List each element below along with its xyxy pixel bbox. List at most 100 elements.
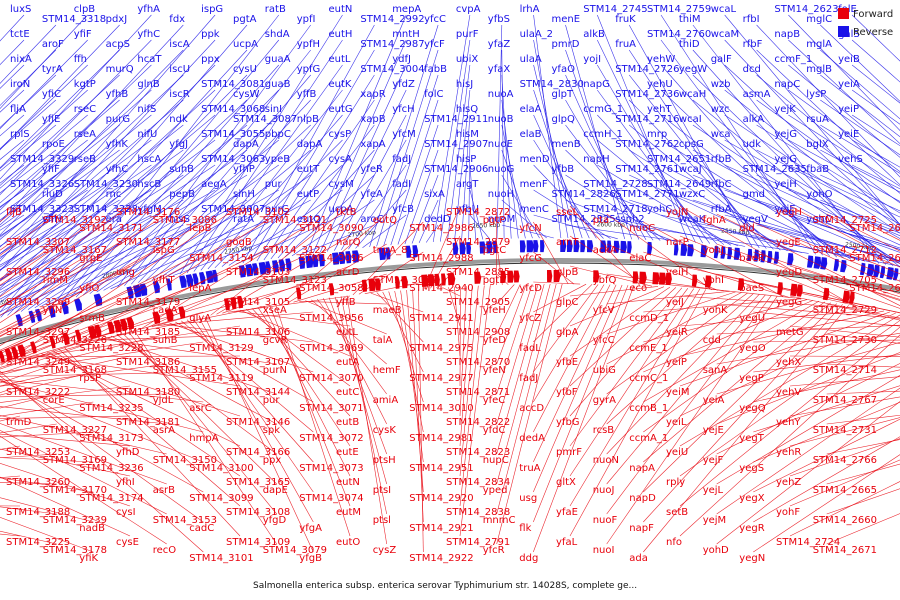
reverse-gene-label: folE	[838, 4, 857, 15]
reverse-gene-arrow	[74, 298, 82, 312]
reverse-gene-arrow	[859, 262, 866, 276]
forward-gene-label: STM14_3166	[226, 447, 290, 458]
reverse-leader-line	[55, 14, 280, 303]
forward-leader-line	[496, 284, 521, 335]
forward-leader-line	[340, 296, 387, 515]
forward-leader-line	[198, 317, 314, 523]
forward-leader-line	[753, 454, 900, 553]
reverse-leader-line	[110, 214, 279, 290]
forward-leader-line	[753, 354, 900, 373]
forward-leader-line	[569, 205, 641, 286]
reverse-leader-line	[629, 224, 809, 254]
reverse-gene-label: mglA	[806, 39, 832, 50]
reverse-gene-label: yfhC	[106, 164, 129, 175]
forward-leader-line	[81, 273, 277, 344]
forward-gene-label: STM14_2981	[409, 433, 473, 444]
forward-gene-label: STM14_2791	[446, 537, 510, 548]
reverse-gene-label: fadJ	[392, 154, 411, 165]
reverse-gene-label: yfbU	[456, 204, 479, 215]
forward-gene-arrow	[639, 271, 647, 284]
forward-leader-line	[826, 513, 900, 545]
forward-gene-label: STM14_3100	[189, 463, 253, 474]
reverse-gene-label: STM14_2760	[647, 29, 711, 40]
forward-leader-line	[0, 221, 94, 286]
reverse-gene-arrow	[566, 240, 573, 253]
forward-gene-label: cdd	[703, 335, 721, 346]
forward-leader-line	[643, 305, 849, 553]
forward-leader-line	[0, 363, 167, 387]
forward-gene-label: STM14_2725	[813, 215, 877, 226]
forward-gene-label: usg	[519, 493, 537, 504]
reverse-gene-label: purF	[456, 29, 479, 40]
reverse-gene-arrow	[298, 256, 306, 269]
forward-leader-line	[454, 286, 461, 357]
reverse-gene-label: napB	[774, 29, 800, 40]
reverse-leader-line	[820, 174, 900, 212]
forward-gene-label: nupC	[483, 455, 509, 466]
forward-gene-arrow	[652, 272, 660, 285]
forward-gene-label: yfeH	[483, 305, 506, 316]
forward-gene-label: baeR	[739, 253, 765, 264]
forward-leader-line	[442, 287, 461, 297]
forward-leader-line	[496, 284, 533, 395]
forward-gene-label: yfcN	[519, 223, 541, 234]
forward-gene-label: gcvR	[263, 335, 288, 346]
reverse-gene-label: nuoA	[488, 89, 514, 100]
reverse-gene-label: galF	[711, 54, 732, 65]
forward-gene-label: yfeD	[483, 335, 507, 346]
forward-leader-line	[533, 284, 599, 373]
reverse-gene-label: elaA	[520, 104, 542, 115]
reverse-gene-label: yfaO	[552, 64, 576, 75]
forward-leader-line	[35, 355, 241, 387]
forward-gene-label: yejM	[703, 515, 726, 526]
reverse-gene-label: wcaI	[679, 114, 702, 125]
forward-leader-line	[533, 284, 605, 403]
reverse-gene-label: ucpA	[329, 204, 354, 215]
forward-gene-label: asrB	[153, 485, 175, 496]
reverse-gene-arrow	[405, 245, 412, 258]
forward-gene-label: nuoI	[593, 545, 615, 556]
reverse-gene-arrow	[152, 280, 160, 294]
forward-gene-label: STM14_3180	[116, 387, 180, 398]
forward-gene-label: yejF	[703, 455, 724, 466]
reverse-leader-line	[0, 49, 248, 318]
forward-leader-line	[569, 286, 659, 297]
reverse-leader-line	[533, 89, 583, 239]
reverse-leader-line	[425, 224, 439, 243]
forward-gene-label: yegD	[776, 267, 802, 278]
forward-gene-label: rimM	[43, 275, 68, 286]
forward-gene-label: ada	[629, 553, 648, 564]
reverse-leader-line	[376, 49, 439, 247]
forward-leader-line	[134, 330, 277, 545]
forward-leader-line	[826, 273, 900, 298]
reverse-leader-line	[0, 39, 88, 130]
forward-gene-label: elaC	[629, 253, 651, 264]
forward-gene-label: yeiL	[666, 417, 687, 428]
forward-gene-label: STM14_3228	[79, 343, 143, 354]
forward-gene-label: STM14_3107	[226, 357, 290, 368]
reverse-leader-line	[692, 124, 900, 264]
reverse-leader-line	[152, 149, 311, 281]
reverse-leader-line	[0, 89, 152, 226]
reverse-gene-arrow	[133, 284, 142, 298]
reverse-gene-label: yfiF	[74, 29, 92, 40]
reverse-gene-label: cysU	[233, 64, 257, 75]
reverse-leader-line	[724, 64, 900, 227]
forward-gene-label: pgtC	[483, 245, 507, 256]
forward-leader-line	[643, 281, 796, 299]
forward-gene-label: STM14_2705	[813, 275, 877, 286]
reverse-gene-arrow	[713, 245, 719, 259]
forward-gene-label: STM14_2988	[409, 253, 473, 264]
forward-gene-label: eutQ	[373, 215, 397, 226]
forward-gene-label: STM14_3086	[153, 215, 217, 226]
forward-leader-line	[716, 243, 900, 309]
reverse-gene-label: STM14_3004	[360, 64, 424, 75]
reverse-gene-label: cvpA	[456, 4, 481, 15]
reverse-gene-label: glnB	[137, 79, 159, 90]
forward-gene-label: yfgA	[299, 523, 322, 534]
reverse-leader-line	[788, 139, 900, 202]
reverse-gene-label: rfbI	[743, 14, 760, 25]
forward-gene-label: STM14_2730	[813, 335, 877, 346]
forward-leader-line	[753, 418, 900, 493]
reverse-gene-label: iscA	[169, 39, 189, 50]
